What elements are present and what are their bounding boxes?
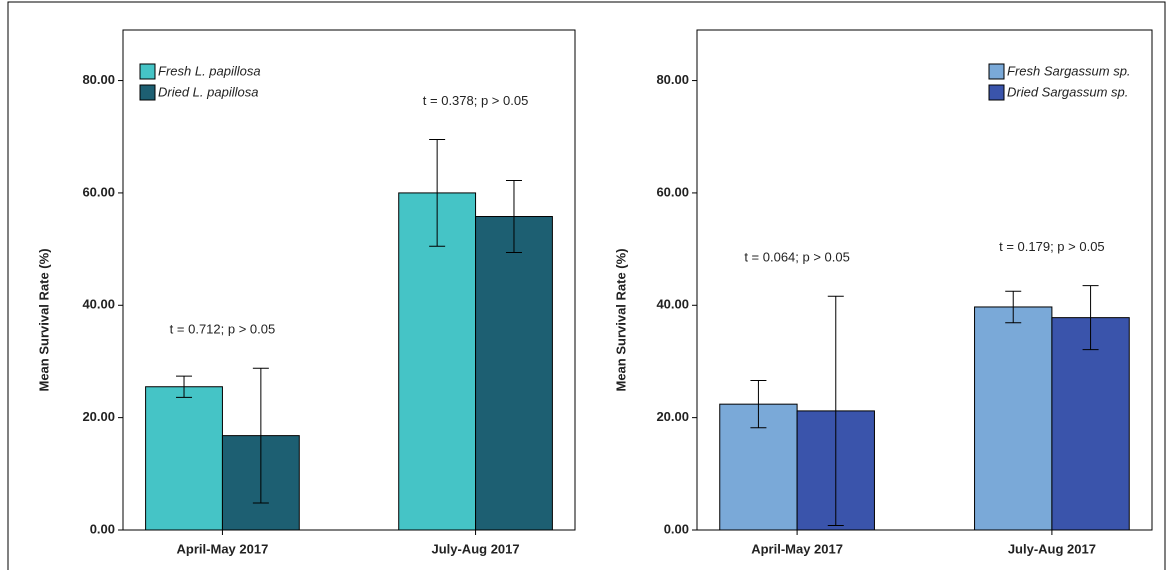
bar — [974, 306, 1053, 531]
error-bar — [429, 139, 446, 247]
legend-swatch — [988, 63, 1005, 80]
y-tick-label: 80.00 — [82, 72, 115, 87]
y-tick-label: 0.00 — [664, 521, 689, 536]
legend-swatch — [988, 84, 1005, 101]
plot-area — [696, 29, 1153, 531]
error-bar — [176, 375, 193, 398]
legend-swatch — [139, 63, 156, 80]
annotation: t = 0.179; p > 0.05 — [999, 239, 1105, 254]
bar — [145, 386, 223, 531]
error-bar — [750, 380, 767, 429]
legend-swatch — [139, 84, 156, 101]
x-tick-label: July-Aug 2017 — [1008, 541, 1096, 556]
bar — [475, 216, 553, 531]
annotation: t = 0.064; p > 0.05 — [744, 250, 850, 265]
legend-label: Dried Sargassum sp. — [1007, 84, 1128, 99]
y-axis-title: Mean Survival Rate (%) — [613, 248, 628, 391]
error-bar — [1005, 290, 1022, 324]
annotation: t = 0.712; p > 0.05 — [170, 322, 276, 337]
y-tick-label: 60.00 — [82, 184, 115, 199]
y-axis-title: Mean Survival Rate (%) — [36, 248, 51, 391]
error-bar — [505, 180, 522, 253]
x-tick-label: April-May 2017 — [751, 541, 843, 556]
x-tick-label: April-May 2017 — [177, 541, 269, 556]
legend-label: Dried L. papillosa — [158, 84, 258, 99]
bar — [398, 192, 477, 531]
error-bar — [1082, 285, 1099, 351]
annotation: t = 0.378; p > 0.05 — [423, 93, 529, 108]
legend-label: Fresh Sargassum sp. — [1007, 63, 1131, 78]
error-bar — [827, 295, 844, 527]
error-bar — [252, 367, 269, 504]
x-tick-label: July-Aug 2017 — [431, 541, 519, 556]
y-tick-label: 20.00 — [656, 409, 689, 424]
frame — [7, 1, 1166, 570]
y-tick-label: 40.00 — [82, 297, 115, 312]
y-tick-label: 80.00 — [656, 72, 689, 87]
y-tick-label: 20.00 — [82, 409, 115, 424]
legend-label: Fresh L. papillosa — [158, 63, 261, 78]
y-tick-label: 0.00 — [90, 521, 115, 536]
y-tick-label: 60.00 — [656, 184, 689, 199]
y-tick-label: 40.00 — [656, 297, 689, 312]
plot-area — [122, 29, 576, 531]
bar — [1051, 317, 1130, 531]
